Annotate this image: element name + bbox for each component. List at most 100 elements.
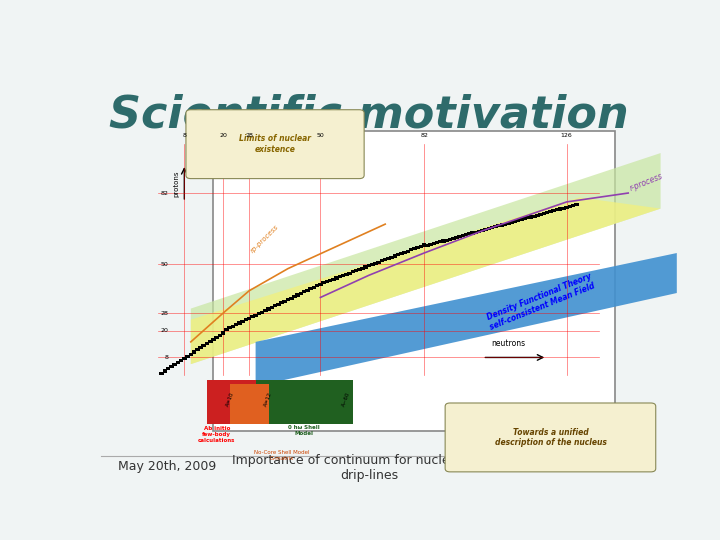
Text: 82: 82 [420, 133, 428, 138]
Bar [431, 242, 436, 245]
Bar [208, 340, 212, 343]
Text: 20: 20 [220, 133, 227, 138]
Bar [237, 321, 242, 325]
Bar [399, 252, 404, 255]
Bar [506, 222, 510, 225]
FancyBboxPatch shape [213, 131, 615, 431]
Bar [250, 315, 255, 319]
Bar [234, 323, 238, 326]
Bar [179, 359, 184, 362]
Bar [383, 258, 387, 261]
Bar [198, 346, 203, 349]
Bar [483, 228, 488, 231]
Bar [364, 266, 368, 268]
Bar [334, 276, 339, 280]
Text: Ab initio
few-body
calculations: Ab initio few-body calculations [198, 426, 235, 443]
Bar [379, 259, 384, 262]
Bar [457, 235, 462, 238]
Bar [344, 273, 348, 276]
Bar [496, 224, 501, 227]
Bar [207, 380, 256, 424]
Bar [351, 271, 355, 273]
Bar [470, 232, 475, 234]
Bar [467, 232, 472, 235]
Bar [405, 249, 410, 253]
Bar [215, 336, 219, 339]
Bar [558, 207, 562, 211]
Bar [519, 218, 523, 221]
Bar [354, 269, 359, 272]
Bar [425, 244, 430, 247]
Bar [243, 319, 248, 321]
Bar [331, 278, 336, 281]
Bar [360, 267, 365, 270]
Text: 3: 3 [618, 460, 626, 472]
Bar [299, 292, 303, 295]
Bar [308, 287, 313, 291]
Bar [279, 301, 284, 305]
Bar [230, 325, 235, 328]
Text: 50: 50 [161, 262, 168, 267]
Bar [392, 254, 397, 258]
Text: May 20th, 2009: May 20th, 2009 [118, 460, 216, 472]
Bar [269, 306, 274, 309]
Text: 20: 20 [161, 328, 168, 333]
Bar [516, 219, 521, 222]
Bar [422, 244, 426, 247]
Text: 28: 28 [246, 133, 253, 138]
Bar [370, 263, 374, 266]
Bar [256, 380, 353, 424]
Text: neutrons: neutrons [491, 339, 526, 348]
Bar [438, 240, 443, 244]
Bar [474, 231, 478, 234]
Bar [464, 233, 469, 237]
Bar [295, 293, 300, 296]
Text: Scientific motivation: Scientific motivation [109, 93, 629, 136]
Bar [256, 312, 261, 315]
Bar [561, 207, 566, 210]
Bar [182, 357, 186, 360]
Bar [273, 305, 277, 307]
FancyBboxPatch shape [84, 60, 654, 485]
Text: rp-process: rp-process [249, 224, 279, 254]
Bar [412, 247, 417, 250]
Bar [451, 237, 456, 240]
Text: 0 hω Shell
Model: 0 hω Shell Model [288, 426, 320, 436]
Bar [185, 355, 190, 358]
Bar [532, 214, 536, 218]
Text: A~60: A~60 [341, 391, 351, 407]
Bar [166, 367, 171, 370]
Bar [541, 212, 546, 215]
Bar [461, 234, 465, 237]
Bar [548, 210, 553, 213]
Bar [396, 253, 400, 256]
Bar [189, 353, 193, 356]
Bar [276, 303, 281, 306]
Bar [221, 332, 225, 335]
Bar [477, 230, 482, 233]
Bar [522, 217, 527, 220]
Bar [490, 226, 495, 230]
Bar [564, 206, 569, 209]
FancyBboxPatch shape [186, 110, 364, 179]
Bar [509, 221, 514, 224]
Text: 8: 8 [182, 133, 186, 138]
Bar [302, 291, 307, 293]
Bar [202, 344, 206, 347]
Bar [435, 241, 439, 245]
Text: Limits of nuclear
existence: Limits of nuclear existence [239, 134, 311, 154]
Bar [500, 224, 504, 227]
Text: No-Core Shell Model
G-matrix: No-Core Shell Model G-matrix [253, 450, 310, 461]
Bar [305, 289, 310, 292]
Text: r-process: r-process [628, 171, 664, 193]
Bar [338, 275, 342, 278]
Text: 126: 126 [561, 133, 572, 138]
Bar [286, 298, 290, 301]
Bar [444, 239, 449, 242]
Bar [263, 309, 268, 312]
Bar [318, 282, 323, 286]
Bar [552, 210, 556, 212]
Bar [230, 384, 269, 424]
Bar [454, 236, 459, 239]
Bar [487, 227, 491, 230]
